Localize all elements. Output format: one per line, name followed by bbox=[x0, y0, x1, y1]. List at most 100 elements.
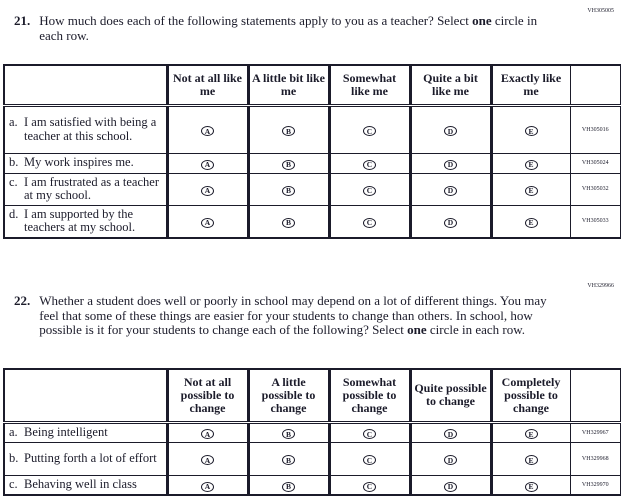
option-cell: D bbox=[408, 172, 491, 206]
option-cell: C bbox=[327, 474, 410, 496]
statement-cell: a. Being intelligent bbox=[4, 421, 167, 443]
answer-bubble-a[interactable]: A bbox=[201, 481, 214, 492]
answer-bubble-a[interactable]: A bbox=[201, 217, 214, 228]
statement-cell: d. I am supported by the teachers at my s… bbox=[4, 204, 167, 238]
answer-bubble-d[interactable]: D bbox=[444, 126, 457, 137]
answer-bubble-c[interactable]: C bbox=[363, 429, 376, 440]
question-22: 22. Whether a student does well or poorl… bbox=[14, 293, 561, 338]
answer-bubble-c[interactable]: C bbox=[363, 159, 376, 170]
row-text: I am supported by the teachers at my sch… bbox=[24, 206, 136, 234]
statement-cell: a. I am satisfied with being a teacher at… bbox=[4, 104, 167, 154]
header-somewhat-possible: Somewhat possible to change bbox=[327, 368, 410, 424]
row-text: I am satisfied with being a teacher at t… bbox=[24, 115, 157, 143]
question-22-text-post: circle in each row. bbox=[426, 322, 526, 337]
answer-bubble-a[interactable]: A bbox=[201, 185, 214, 196]
option-cell: C bbox=[327, 441, 410, 476]
header-quite-possible: Quite possible to change bbox=[408, 368, 491, 424]
row-text: Being intelligent bbox=[24, 424, 108, 439]
answer-bubble-d[interactable]: D bbox=[444, 185, 457, 196]
row-label: a. bbox=[9, 115, 18, 129]
question-21: 21. How much does each of the following … bbox=[14, 13, 551, 43]
answer-bubble-e[interactable]: E bbox=[524, 217, 538, 228]
table-row: b. Putting forth a lot of effort A B C D … bbox=[4, 441, 621, 476]
option-cell: D bbox=[408, 474, 491, 496]
table-row: a. I am satisfied with being a teacher at… bbox=[4, 104, 621, 154]
question-21-text: How much does each of the following stat… bbox=[39, 13, 551, 43]
option-cell: B bbox=[246, 104, 329, 154]
option-cell: B bbox=[246, 204, 329, 238]
answer-bubble-d[interactable]: D bbox=[444, 481, 457, 492]
answer-bubble-e[interactable]: E bbox=[524, 185, 538, 196]
option-cell: E bbox=[489, 204, 570, 238]
answer-bubble-a[interactable]: A bbox=[201, 455, 214, 466]
item-code: VH305024 bbox=[569, 152, 621, 174]
option-cell: E bbox=[489, 474, 570, 496]
answer-bubble-e[interactable]: E bbox=[524, 126, 538, 137]
answer-bubble-c[interactable]: C bbox=[363, 455, 376, 466]
option-cell: D bbox=[408, 441, 491, 476]
option-cell: D bbox=[408, 421, 491, 443]
option-cell: E bbox=[489, 104, 570, 154]
option-cell: B bbox=[246, 421, 329, 443]
answer-bubble-a[interactable]: A bbox=[201, 429, 214, 440]
option-cell: C bbox=[327, 152, 410, 174]
header-exactly: Exactly like me bbox=[489, 64, 570, 107]
answer-bubble-b[interactable]: B bbox=[282, 159, 295, 170]
question-22-text-pre: Whether a student does well or poorly in… bbox=[39, 293, 547, 337]
option-cell: A bbox=[165, 104, 248, 154]
item-code: VH305016 bbox=[569, 104, 621, 154]
answer-bubble-b[interactable]: B bbox=[282, 185, 295, 196]
option-cell: D bbox=[408, 104, 491, 154]
row-label: b. bbox=[9, 450, 19, 465]
answer-bubble-a[interactable]: A bbox=[201, 159, 214, 170]
answer-bubble-d[interactable]: D bbox=[444, 429, 457, 440]
question-22-table: Not at all possible to change A little p… bbox=[3, 368, 621, 496]
item-code: VH329967 bbox=[569, 421, 621, 443]
answer-bubble-b[interactable]: B bbox=[282, 217, 295, 228]
header-a-little-bit: A little bit like me bbox=[246, 64, 329, 107]
item-code: VH329968 bbox=[569, 441, 621, 476]
answer-bubble-b[interactable]: B bbox=[282, 455, 295, 466]
row-label: a. bbox=[9, 424, 18, 439]
answer-bubble-e[interactable]: E bbox=[524, 429, 538, 440]
answer-bubble-d[interactable]: D bbox=[444, 159, 457, 170]
answer-bubble-b[interactable]: B bbox=[282, 429, 295, 440]
answer-bubble-c[interactable]: C bbox=[363, 126, 376, 137]
answer-bubble-d[interactable]: D bbox=[444, 455, 457, 466]
row-label: c. bbox=[9, 174, 18, 189]
question-21-bold-word: one bbox=[472, 13, 492, 28]
header-code-cell bbox=[569, 368, 621, 424]
statement-cell: b. My work inspires me. bbox=[4, 152, 167, 174]
question-22-text: Whether a student does well or poorly in… bbox=[39, 293, 561, 338]
option-cell: C bbox=[327, 204, 410, 238]
option-cell: A bbox=[165, 441, 248, 476]
header-a-little-possible: A little possible to change bbox=[246, 368, 329, 424]
answer-bubble-a[interactable]: A bbox=[201, 126, 214, 137]
accession-code-q21: VH305005 bbox=[587, 8, 614, 14]
answer-bubble-b[interactable]: B bbox=[282, 126, 295, 137]
answer-bubble-c[interactable]: C bbox=[363, 185, 376, 196]
answer-bubble-d[interactable]: D bbox=[444, 217, 457, 228]
answer-bubble-e[interactable]: E bbox=[524, 481, 538, 492]
option-cell: A bbox=[165, 421, 248, 443]
option-cell: C bbox=[327, 172, 410, 206]
row-text: Putting forth a lot of effort bbox=[24, 450, 157, 465]
answer-bubble-e[interactable]: E bbox=[524, 159, 538, 170]
question-21-text-post: circle in each row. bbox=[39, 13, 538, 43]
table-header-row: Not at all like me A little bit like me … bbox=[4, 64, 621, 107]
answer-bubble-c[interactable]: C bbox=[363, 217, 376, 228]
header-completely-possible: Completely possible to change bbox=[489, 368, 570, 424]
option-cell: B bbox=[246, 474, 329, 496]
option-cell: C bbox=[327, 421, 410, 443]
question-22-bold-word: one bbox=[407, 322, 427, 337]
item-code: VH305032 bbox=[569, 172, 621, 206]
accession-code-q22: VH329966 bbox=[587, 283, 614, 289]
answer-bubble-e[interactable]: E bbox=[524, 455, 538, 466]
answer-bubble-b[interactable]: B bbox=[282, 481, 295, 492]
question-21-table: Not at all like me A little bit like me … bbox=[3, 64, 621, 239]
row-label: d. bbox=[9, 206, 19, 221]
option-cell: E bbox=[489, 421, 570, 443]
header-code-cell bbox=[569, 64, 621, 107]
answer-bubble-c[interactable]: C bbox=[363, 481, 376, 492]
